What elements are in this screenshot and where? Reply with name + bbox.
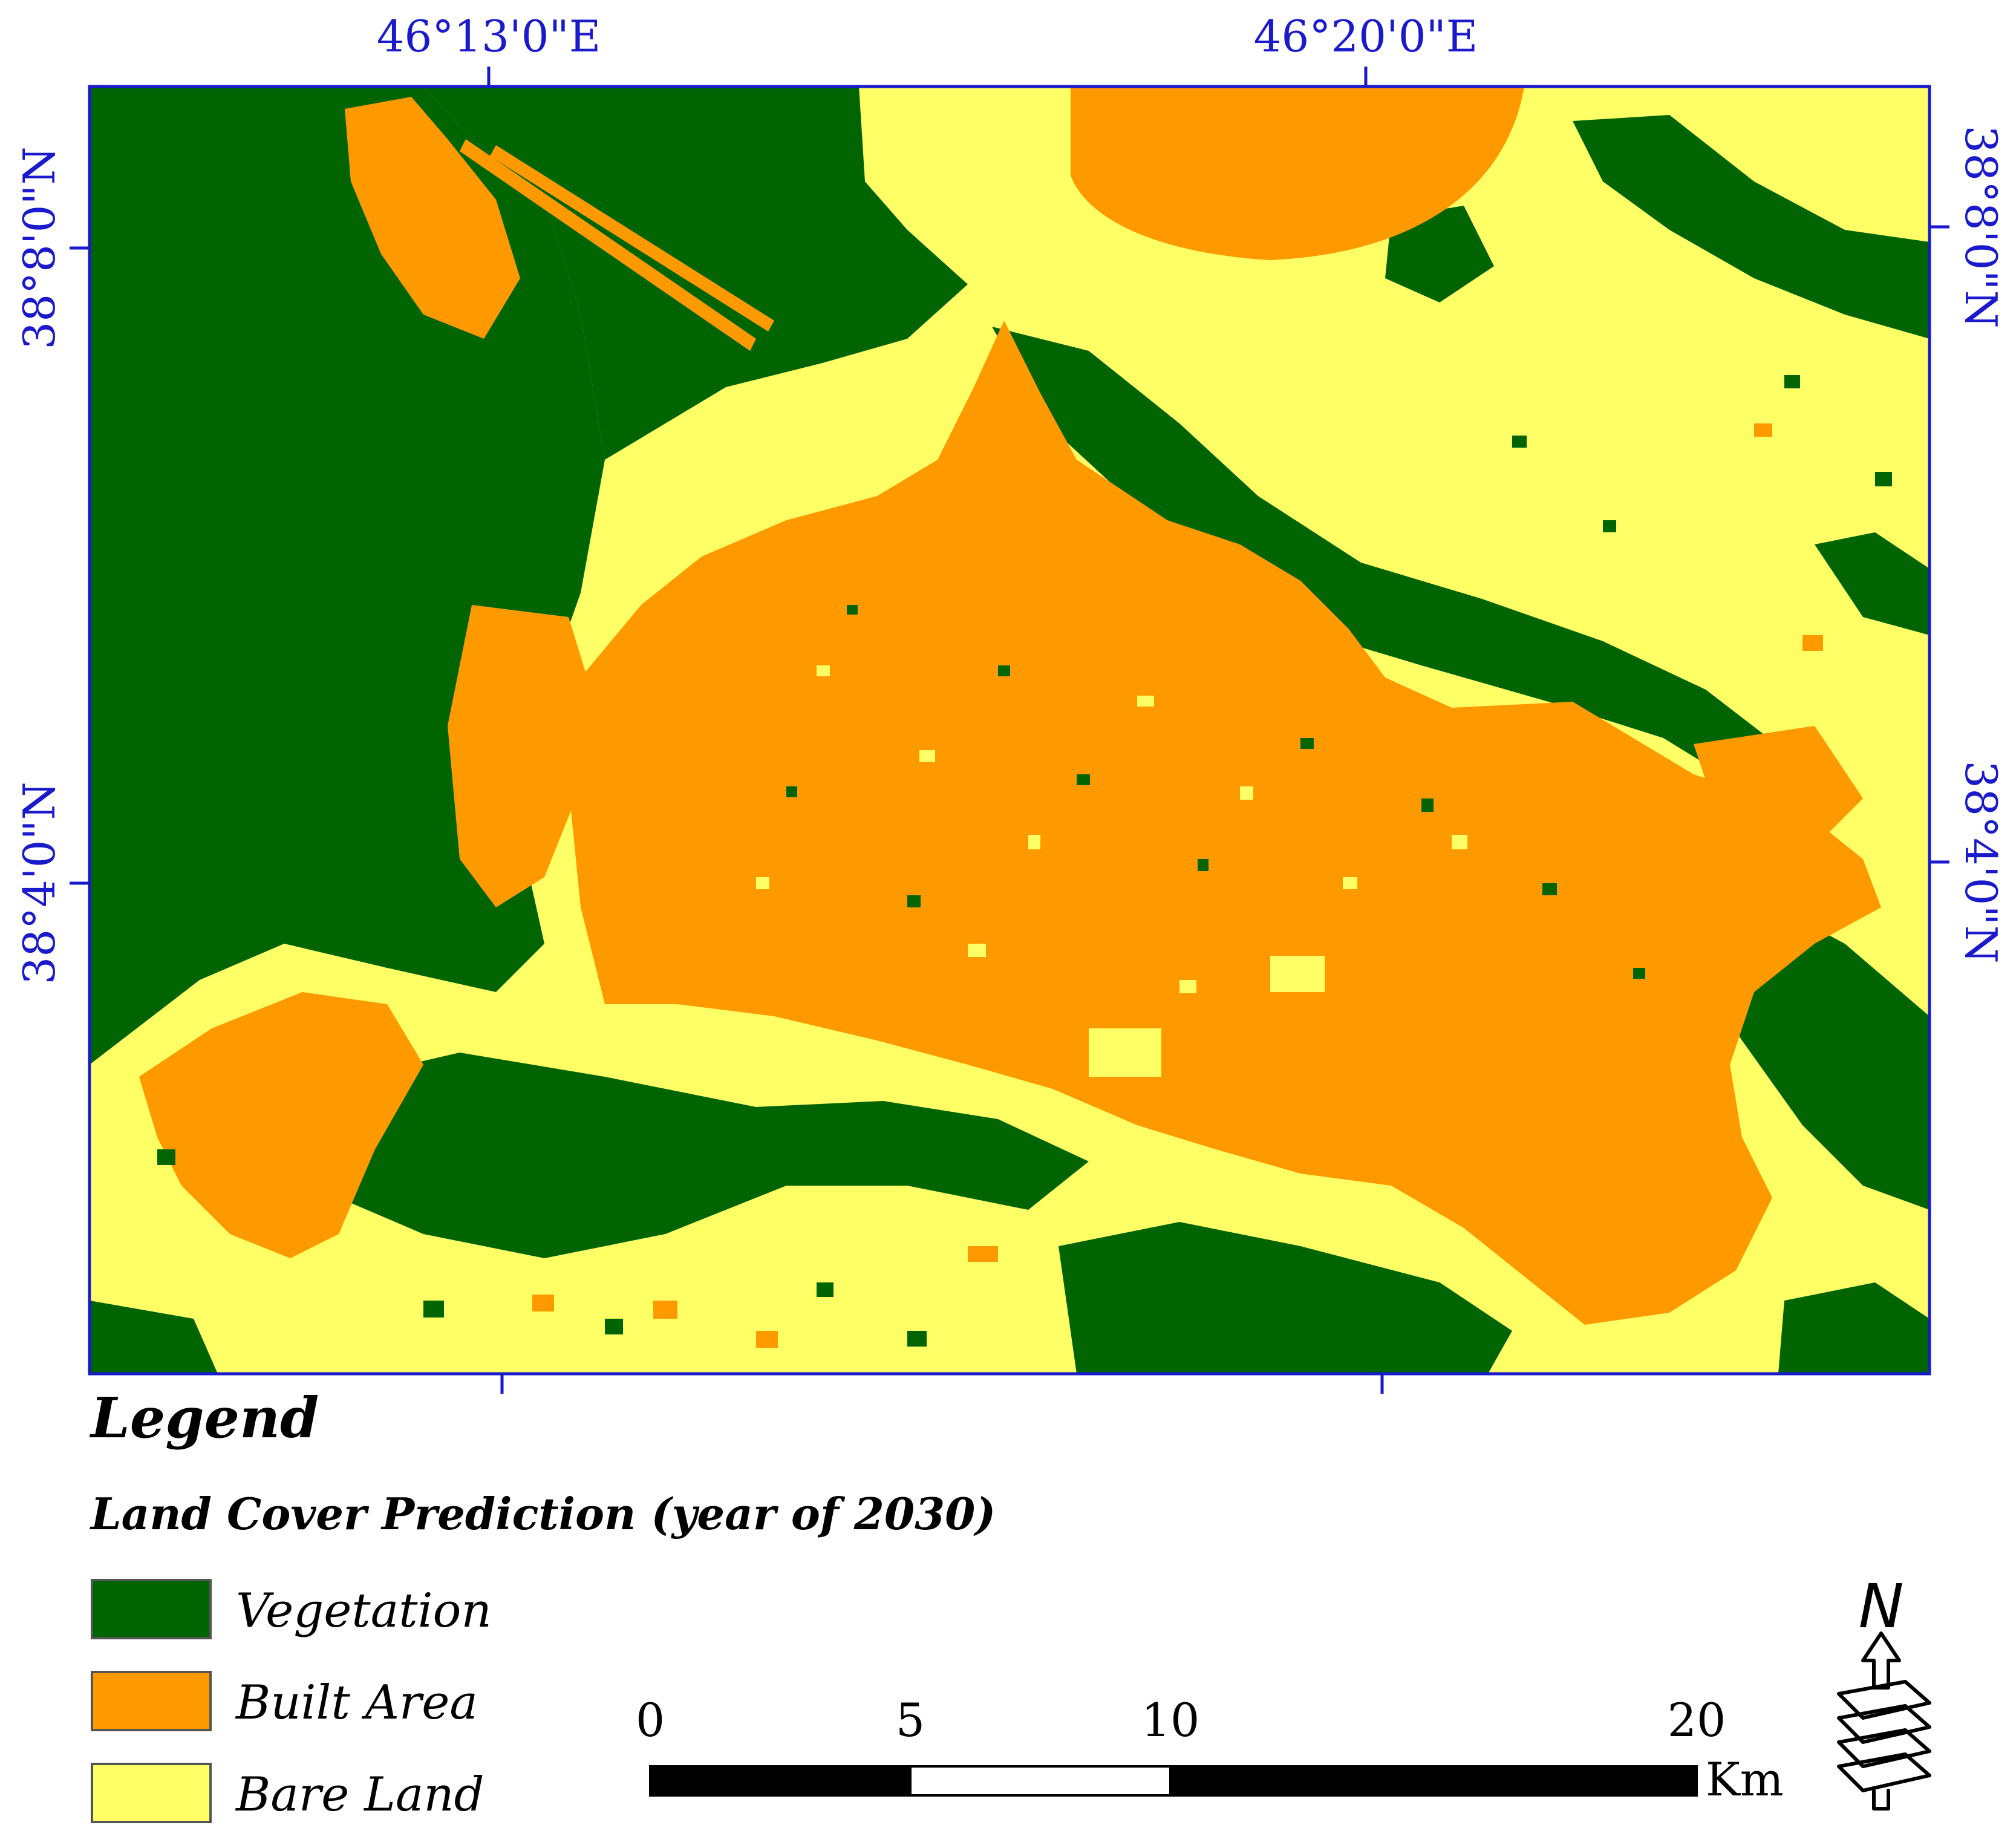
lon-label-top-1: 46°13'0"E: [377, 11, 601, 62]
land-cover-raster: [90, 87, 1930, 1374]
lat-label-left-2: 38°4'0"N: [14, 782, 65, 984]
legend-label-built-area: Built Area: [236, 1676, 478, 1730]
legend-title: Legend: [91, 1385, 319, 1451]
north-label: N: [1859, 1571, 1904, 1642]
scale-tick-0: 0: [636, 1693, 665, 1747]
lat-label-left-1: 38°8'0"N: [14, 146, 65, 349]
legend-label-bare-land: Bare Land: [236, 1768, 484, 1822]
legend-subtitle: Land Cover Prediction (year of 2030): [91, 1488, 996, 1540]
scale-tick-5: 5: [896, 1693, 925, 1747]
graticule-ticks: [70, 67, 1949, 1394]
lon-label-top-2: 46°20'0"E: [1254, 11, 1478, 62]
scale-unit: Km: [1706, 1752, 1784, 1806]
legend-label-vegetation: Vegetation: [236, 1584, 492, 1638]
lat-label-right-2: 38°4'0"N: [1956, 760, 2006, 963]
map-frame: [88, 85, 1931, 1376]
scale-bar: 0 5 10 20 Km: [636, 1693, 1784, 1806]
built-area-swatch: [91, 1671, 212, 1731]
bare-land-swatch: [91, 1763, 212, 1823]
vegetation-swatch: [91, 1579, 212, 1639]
lat-label-right-1: 38°8'0"N: [1956, 125, 2006, 328]
scale-tick-10: 10: [1141, 1693, 1200, 1747]
scale-tick-20: 20: [1668, 1693, 1726, 1747]
north-arrow-icon: N: [1837, 1571, 1931, 1811]
